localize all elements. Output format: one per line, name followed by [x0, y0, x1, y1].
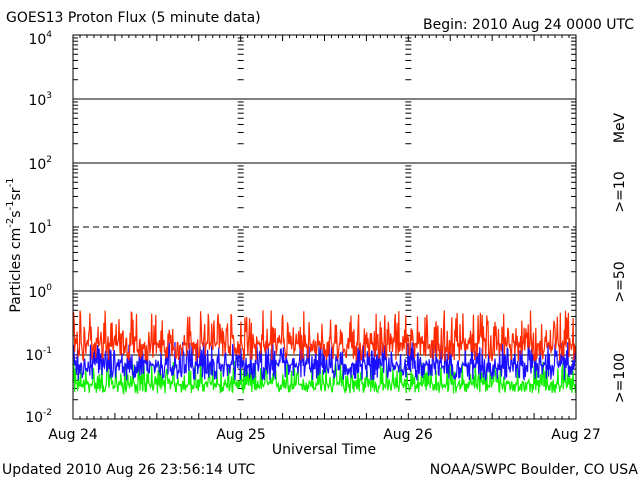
series-line-ge100 [72, 361, 577, 396]
x-axis-label: Universal Time [272, 442, 376, 458]
unit-label: MeV [612, 112, 628, 143]
y-tick-label: 102 [28, 155, 52, 174]
chart-title: GOES13 Proton Flux (5 minute data) [6, 10, 261, 26]
y-tick-label: 100 [28, 283, 52, 302]
x-tick-label: Aug 27 [551, 427, 601, 443]
series-line-ge50 [72, 341, 577, 382]
y-tick-label: 104 [28, 30, 52, 49]
y-tick-label: 10-2 [25, 408, 52, 427]
legend-p100: >=100 [612, 353, 628, 403]
series-layer [72, 310, 577, 396]
legend-p10: >=10 [612, 171, 628, 212]
begin-date-label: Begin: 2010 Aug 24 0000 UTC [423, 17, 634, 33]
y-tick-label: 10-1 [25, 346, 52, 365]
plot-frame [72, 34, 577, 420]
x-tick-label: Aug 24 [48, 427, 98, 443]
series-line-ge10 [72, 310, 577, 362]
y-tick-label: 101 [28, 219, 52, 238]
source-credit: NOAA/SWPC Boulder, CO USA [430, 462, 639, 478]
updated-timestamp: Updated 2010 Aug 26 23:56:14 UTC [2, 462, 255, 478]
legend-p50: >=50 [612, 261, 628, 302]
y-tick-label: 103 [28, 91, 52, 110]
y-tick-labels: 10-2 10-1 100 101 102 103 104 [25, 30, 52, 427]
x-tick-label: Aug 25 [216, 427, 266, 443]
x-tick-label: Aug 26 [383, 427, 433, 443]
y-axis-label: Particles cm-2s-1sr-1 [5, 177, 24, 312]
